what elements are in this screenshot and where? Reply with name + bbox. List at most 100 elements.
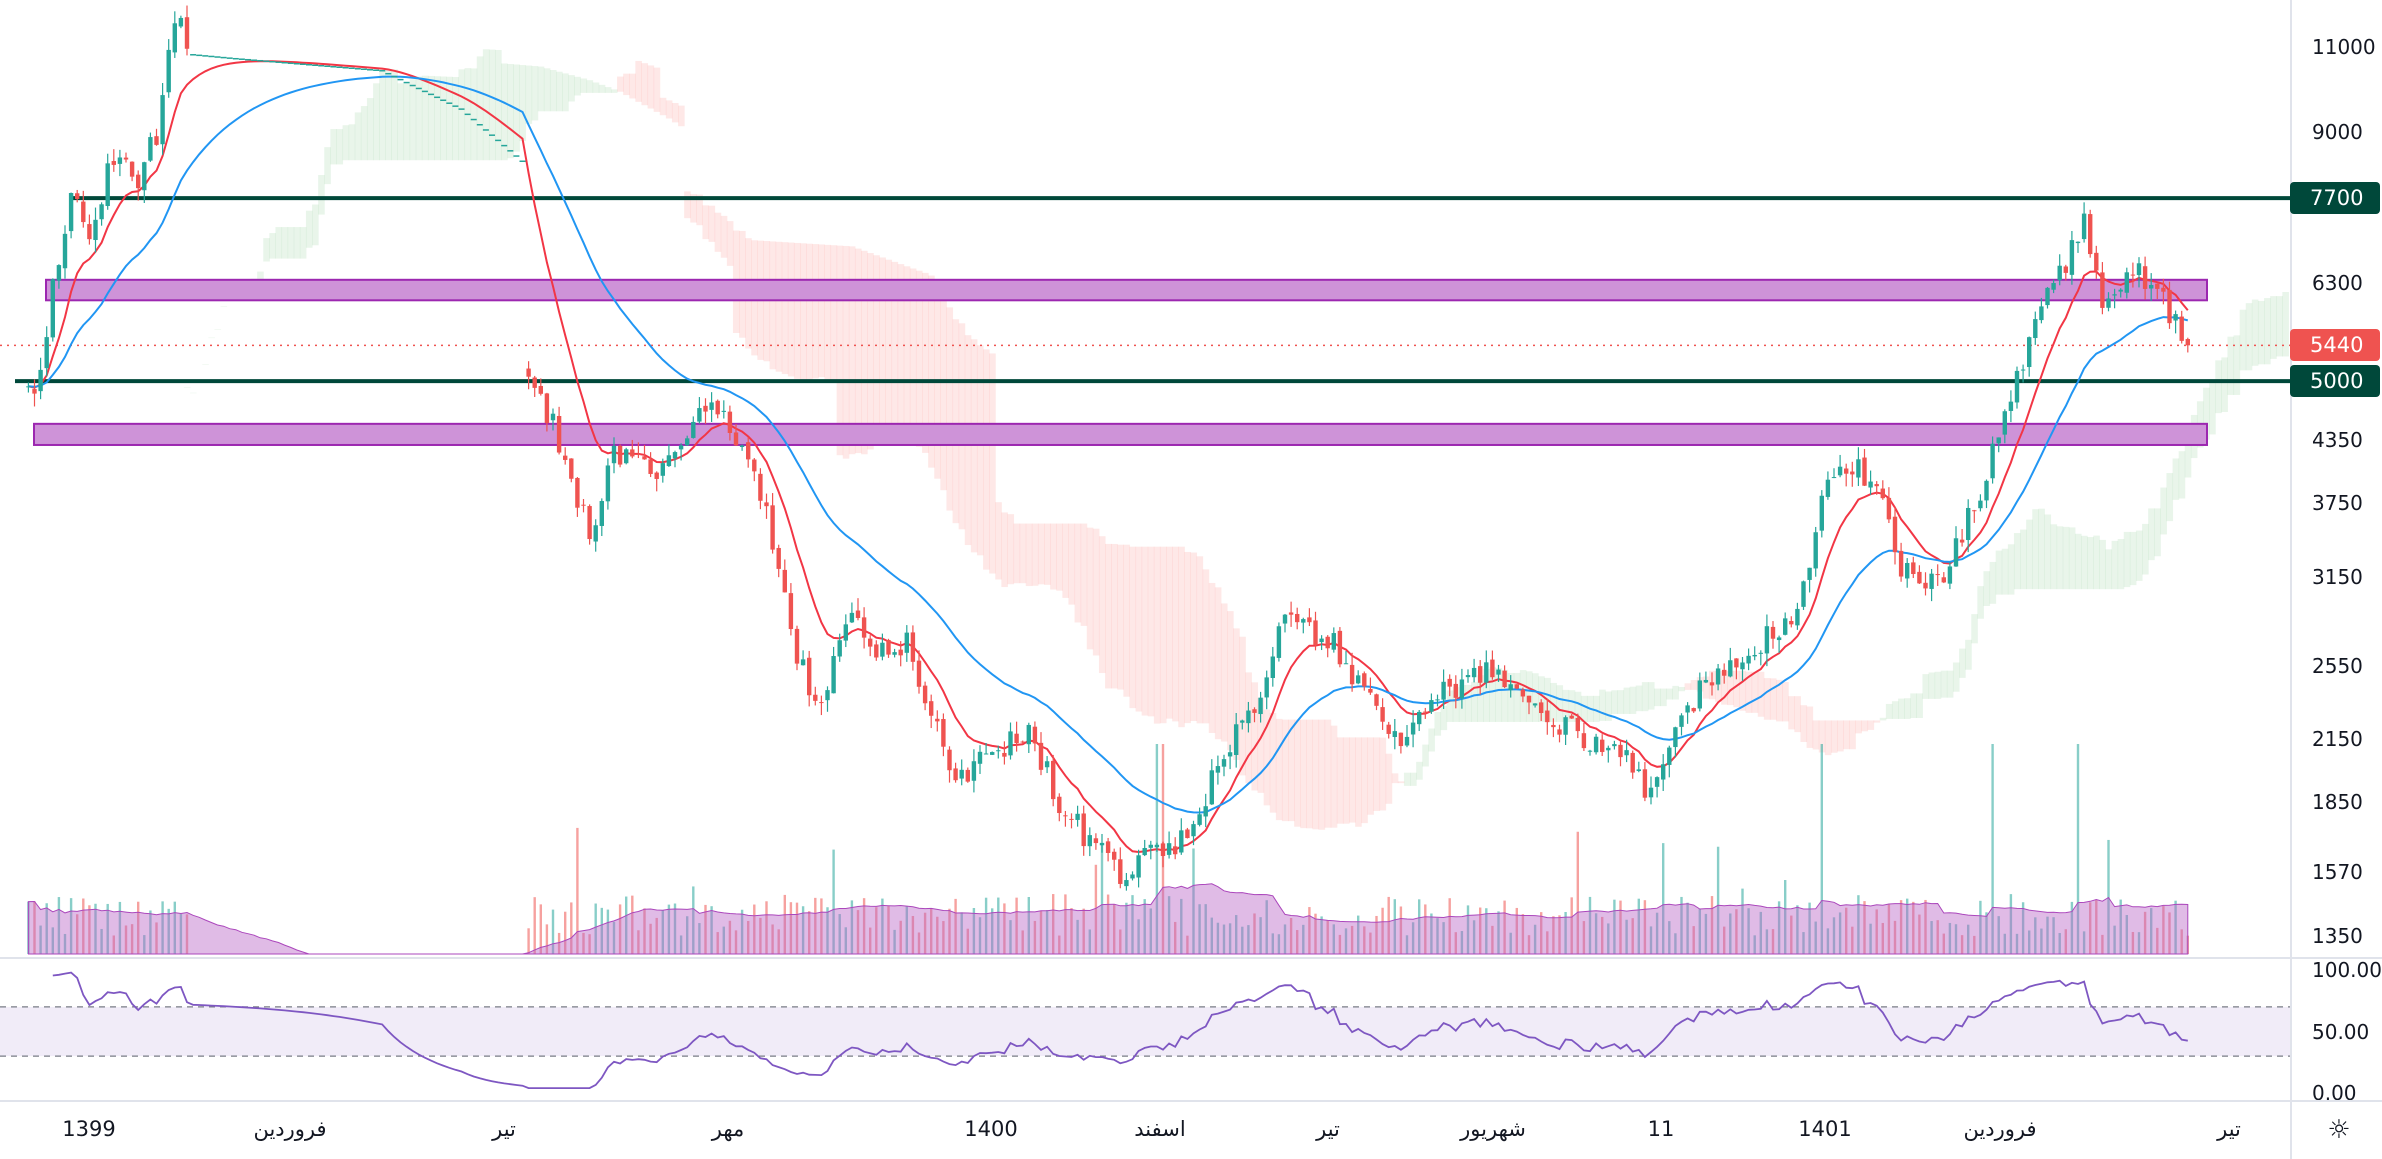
volume-bar (1393, 899, 1396, 954)
cloud-segment (1196, 556, 1204, 724)
candle-body (843, 624, 848, 641)
cloud-segment (336, 129, 344, 165)
candle-body (2155, 283, 2160, 289)
candle (1630, 750, 1635, 779)
volume-bar (1912, 901, 1915, 954)
price-chart[interactable] (0, 0, 2290, 1100)
candle-body (1051, 760, 1056, 800)
candle-body (1959, 539, 1965, 543)
cloud-segment (220, 306, 228, 307)
volume-bar (1338, 934, 1342, 954)
candle-body (983, 753, 989, 755)
pane-separator[interactable] (0, 957, 2382, 959)
candle (172, 11, 177, 58)
candle-body (727, 411, 733, 433)
cloud-segment (696, 194, 703, 226)
candle (1935, 564, 1940, 586)
candle (1862, 448, 1867, 487)
candle (111, 149, 116, 172)
cloud-segment (818, 244, 825, 378)
volume-bar (606, 909, 610, 954)
cloud-segment (1672, 685, 1679, 700)
volume-bar (747, 920, 750, 954)
cloud-segment (1928, 672, 1936, 699)
candle (1057, 793, 1062, 822)
cloud-segment (1629, 686, 1637, 714)
candle-body (886, 640, 891, 655)
cloud-segment (1898, 698, 1905, 719)
cloud-segment (1068, 523, 1076, 605)
cloud-segment (1739, 670, 1747, 711)
candle-body (1722, 669, 1727, 676)
volume-bar (1003, 903, 1006, 954)
candle-body (1404, 736, 1410, 746)
cloud-segment (1733, 670, 1740, 708)
candle-body (1966, 507, 1971, 540)
cloud-segment (1031, 523, 1039, 586)
candle (1349, 652, 1355, 692)
candle-body (1813, 532, 1818, 569)
candle (2185, 337, 2190, 353)
volume-bar (844, 927, 847, 954)
candle-body (648, 459, 653, 474)
cloud-segment (1769, 678, 1777, 720)
candle-body (1917, 571, 1922, 584)
cloud-segment (1812, 720, 1820, 750)
cloud-segment (1763, 678, 1771, 720)
cloud-segment (1702, 676, 1710, 699)
candle (1362, 671, 1367, 691)
cloud-segment (562, 73, 569, 112)
candle (50, 278, 55, 342)
candle (1685, 702, 1690, 724)
time-axis[interactable] (0, 1100, 2382, 1159)
cloud-segment (1513, 672, 1521, 722)
cloud-segment (1837, 720, 1844, 752)
cloud-segment (1410, 772, 1417, 786)
candle (825, 686, 830, 712)
sun-gear-icon[interactable]: ☼ (2327, 1115, 2351, 1145)
candle (935, 710, 940, 732)
candle-body (587, 506, 592, 540)
candle (1654, 776, 1660, 798)
rsi-line-path (52, 971, 2188, 1089)
candle (62, 225, 68, 279)
cloud-segment (1489, 667, 1496, 722)
candle (1502, 665, 1507, 689)
candle-body (1526, 695, 1532, 703)
volume-bar (1033, 920, 1037, 954)
cloud-segment (1818, 720, 1826, 753)
candle (1282, 613, 1288, 633)
candle (1343, 651, 1349, 665)
cloud-segment (1147, 546, 1155, 717)
volume-bar (106, 903, 109, 954)
candle (788, 583, 794, 636)
candle-body (1642, 769, 1648, 798)
candle (1795, 602, 1800, 630)
volume-bar (930, 908, 933, 954)
cloud-segment (915, 270, 923, 447)
cloud-segment (324, 147, 331, 185)
volume-bar (869, 927, 872, 954)
volume-bar (838, 914, 841, 954)
candle-body (81, 201, 86, 223)
price-zone (45, 278, 2208, 302)
volume-bar (1472, 920, 1476, 954)
candle-body (1551, 724, 1556, 728)
candle-body (617, 445, 623, 465)
candle-body (770, 505, 775, 550)
cloud-segment (1111, 543, 1118, 689)
candle-body (1630, 752, 1635, 773)
volume-bar (1515, 907, 1518, 954)
volume-bar (1820, 744, 1823, 954)
cloud-segment (208, 337, 215, 339)
candle (1404, 725, 1410, 748)
candle-body (1709, 682, 1715, 686)
candle-body (1160, 843, 1166, 856)
candle (672, 450, 678, 468)
cloud-segment (1269, 712, 1277, 813)
candle (1746, 648, 1751, 671)
candle-body (1325, 636, 1330, 649)
candle (1941, 572, 1946, 584)
cloud-segment (2233, 335, 2241, 395)
candle-body (569, 458, 574, 479)
